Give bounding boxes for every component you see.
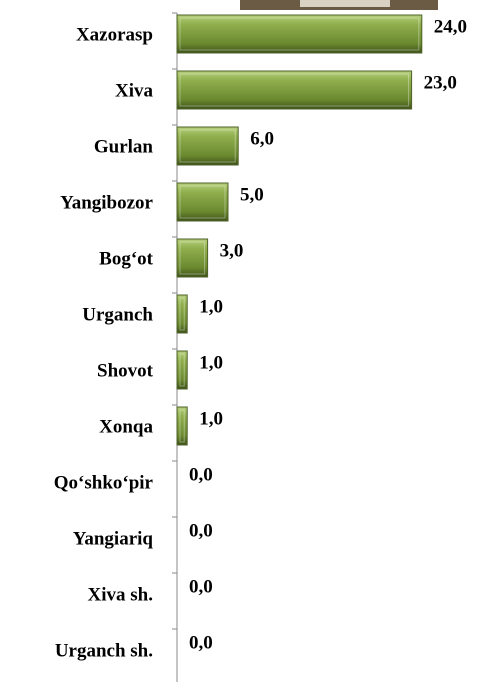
y-tick-label: Xonqa [99,416,153,437]
value-label: 3,0 [220,240,244,261]
bar-bevel [179,17,420,51]
y-tick-label: Bog‘ot [99,248,154,269]
y-tick-label: Xiva [115,80,154,101]
bar [176,126,239,166]
y-tick-label: Urganch sh. [55,640,153,661]
value-label: 0,0 [189,520,213,541]
value-label: 5,0 [240,184,264,205]
bar [176,182,229,222]
value-label: 6,0 [250,128,274,149]
y-tick-label: Xiva sh. [88,584,153,605]
value-label: 1,0 [199,352,223,373]
bar-bevel [179,353,185,387]
y-tick-label: Shovot [97,360,154,381]
bar-bevel [179,297,185,331]
bar-bevel [179,129,236,163]
y-tick-label: Urganch [82,304,153,325]
value-label: 1,0 [199,408,223,429]
value-label: 0,0 [189,576,213,597]
bar [176,70,413,110]
bar [176,294,188,334]
bar-bevel [179,409,185,443]
y-tick-label: Qo‘shko‘pir [54,472,154,493]
value-label: 24,0 [434,16,467,37]
value-label: 0,0 [189,632,213,653]
bar-bevel [179,73,410,107]
value-label: 1,0 [199,296,223,317]
decorative-image [300,0,390,7]
y-tick-label: Gurlan [94,136,154,157]
bar [176,350,188,390]
y-tick-label: Xazorasp [76,24,153,45]
bar-bevel [179,241,206,275]
bar [176,406,188,446]
value-label: 0,0 [189,464,213,485]
bar [176,14,423,54]
bar [176,238,209,278]
y-tick-label: Yangiariq [73,528,154,549]
bar-bevel [179,185,226,219]
value-label: 23,0 [424,72,457,93]
y-tick-label: Yangibozor [60,192,153,213]
plot-area: Xazorasp 24,0 Xiva 23,0 Gurlan 6,0 Yangibozor 5… [54,12,467,682]
